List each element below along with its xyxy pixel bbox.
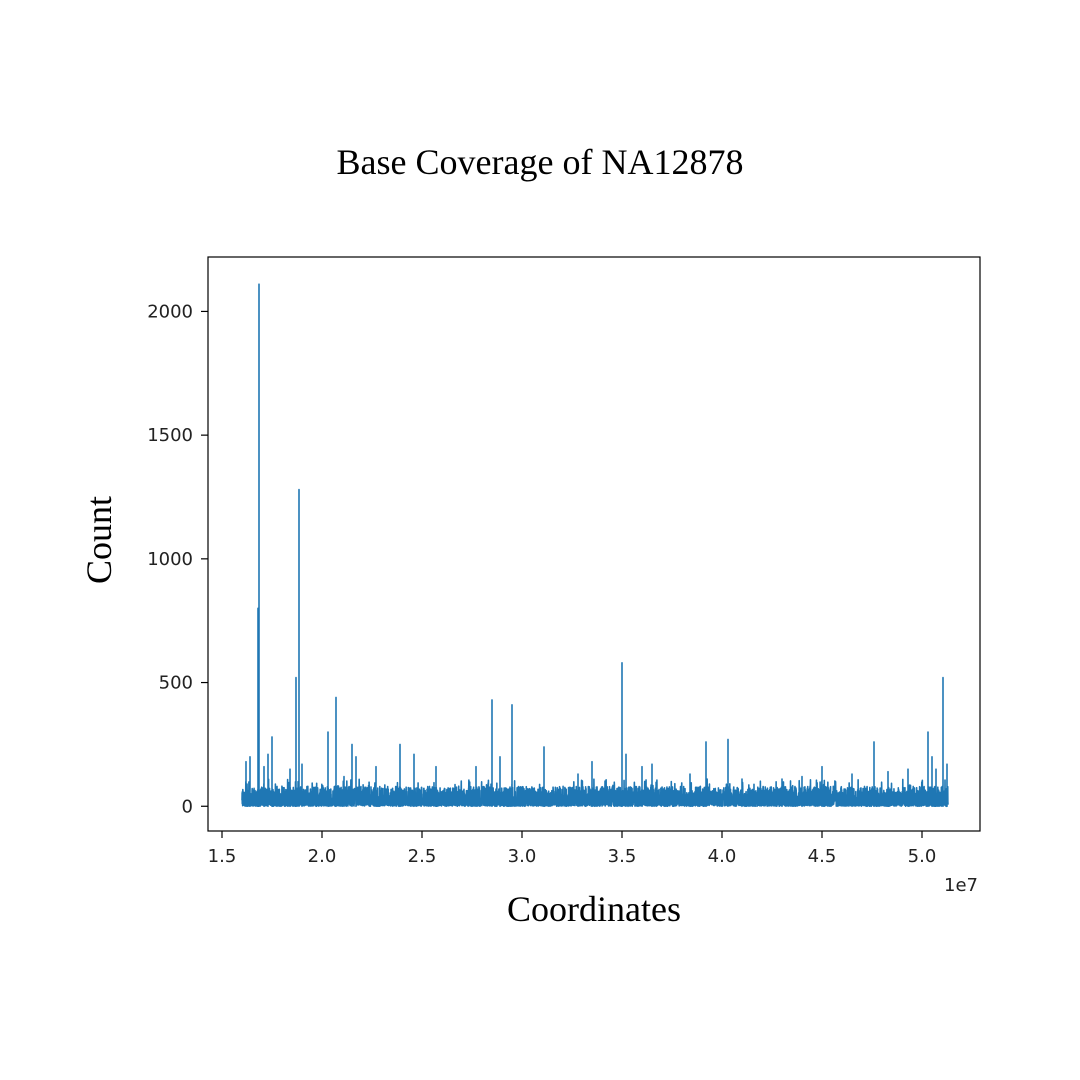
x-tick-label: 2.5 [408,846,437,867]
plot-frame [207,256,981,832]
x-tick-label: 1.5 [208,846,237,867]
y-axis-label: Count [79,496,119,584]
coverage-line [241,283,949,808]
y-tick-label: 1000 [147,549,193,570]
x-tick-label: 5.0 [908,846,937,867]
y-axis: 0 500 1000 1500 2000 [147,301,208,817]
x-tick-label: 2.0 [308,846,337,867]
chart-title: Base Coverage of NA12878 [337,142,744,182]
x-tick-label: 4.5 [808,846,837,867]
x-axis-label: Coordinates [507,889,681,929]
x-axis: 1.5 2.0 2.5 3.0 3.5 4.0 4.5 5.0 [208,831,937,867]
x-tick-label: 4.0 [708,846,737,867]
y-tick-label: 0 [182,796,193,817]
y-tick-label: 2000 [147,301,193,322]
x-tick-label: 3.5 [608,846,637,867]
x-offset-label: 1e7 [944,875,978,896]
y-tick-label: 1500 [147,425,193,446]
x-tick-label: 3.0 [508,846,537,867]
y-tick-label: 500 [159,673,193,694]
plot-area [241,283,949,808]
